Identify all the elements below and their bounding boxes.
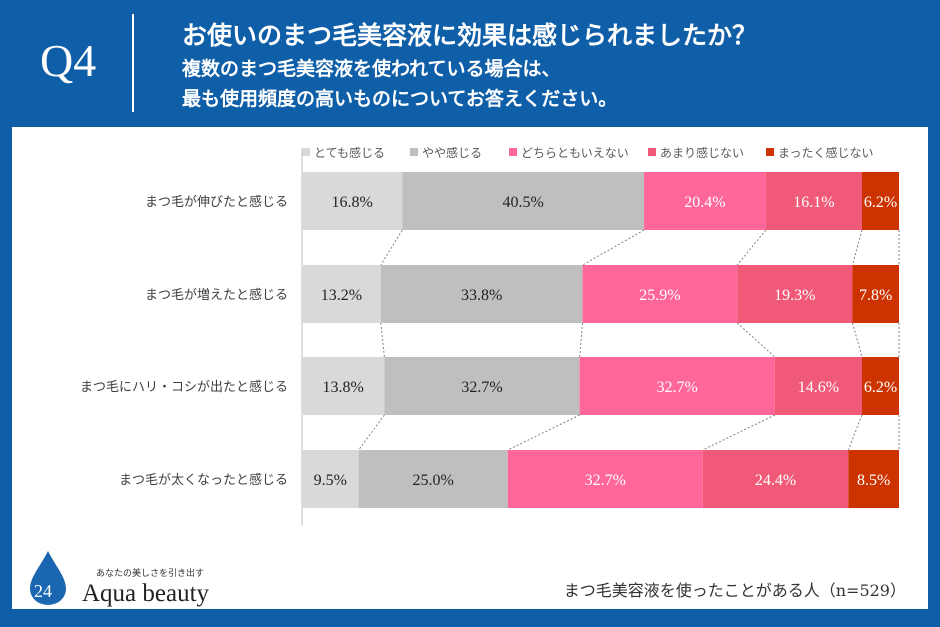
bar-segment [861, 172, 899, 230]
bar-segment [737, 265, 853, 323]
data-label: 16.8% [331, 194, 372, 211]
category-label: まつ毛が太くなったと感じる [119, 472, 288, 488]
series-connector [851, 322, 863, 358]
series-connector [851, 229, 863, 266]
bar-segment [302, 357, 385, 415]
data-label: 32.7% [461, 379, 502, 396]
series-connector [507, 414, 580, 451]
question-number: Q4 [40, 35, 97, 86]
data-label: 19.3% [774, 287, 815, 304]
data-label: 16.1% [793, 194, 834, 211]
series-connector [847, 414, 863, 451]
series-connector [736, 322, 776, 358]
bar-segment [302, 265, 381, 323]
bar-segment [582, 265, 738, 323]
logo-text: Aqua beauty [82, 580, 210, 607]
bar-segment [384, 357, 580, 415]
bar-segment [852, 265, 899, 323]
svg-text:24: 24 [34, 581, 52, 601]
bar-segment [302, 172, 403, 230]
water-drop-icon: 24 [30, 551, 66, 605]
bar-segment [702, 450, 849, 508]
series-connector [702, 414, 776, 451]
bar-segment [579, 357, 775, 415]
category-label: まつ毛が増えたと感じる [145, 287, 288, 303]
data-label: 8.5% [857, 472, 890, 489]
legend-label: まったく感じない [778, 145, 874, 160]
legend-swatch [302, 148, 310, 156]
stacked-bar-chart: とても感じる やや感じる どちらともいえない あまり感じない まったく感じないまつ毛が伸… [80, 145, 900, 525]
legend-label: やや感じる [422, 145, 482, 160]
legend-label: とても感じる [314, 145, 385, 160]
bar-segment [507, 450, 703, 508]
data-label: 7.8% [859, 287, 892, 304]
data-label: 33.8% [461, 287, 502, 304]
logo: 24 あなたの美しさを引き出す Aqua beauty [26, 547, 226, 607]
bar-segment [765, 172, 862, 230]
bar-segment [358, 450, 508, 508]
data-label: 13.8% [323, 379, 364, 396]
question-subtitle-2: 最も使用頻度の高いものについてお答えください。 [182, 88, 618, 110]
legend-swatch [648, 148, 656, 156]
bar-segment [774, 357, 862, 415]
bar-segment [861, 357, 899, 415]
question-title: お使いのまつ毛美容液に効果は感じられましたか？ [182, 21, 758, 50]
data-label: 24.4% [755, 472, 796, 489]
legend-swatch [410, 148, 418, 156]
logo-tagline: あなたの美しさを引き出す [96, 569, 205, 579]
data-label: 6.2% [864, 379, 897, 396]
divider [132, 14, 134, 112]
data-label: 20.4% [684, 194, 725, 211]
category-label: まつ毛が伸びたと感じる [145, 194, 288, 210]
chart-panel: とても感じる やや感じる どちらともいえない あまり感じない まったく感じないまつ毛が伸… [12, 127, 928, 609]
data-label: 32.7% [657, 379, 698, 396]
legend-label: あまり感じない [660, 145, 744, 160]
series-connector [358, 414, 385, 451]
series-connector [380, 322, 385, 358]
data-label: 14.6% [798, 379, 839, 396]
bar-segment [402, 172, 645, 230]
series-connector [582, 229, 645, 266]
bar-segment [302, 450, 359, 508]
data-label: 6.2% [864, 194, 897, 211]
bar-segment [848, 450, 899, 508]
series-connector [736, 229, 767, 266]
data-label: 13.2% [321, 287, 362, 304]
bar-segment [380, 265, 583, 323]
data-label: 25.0% [413, 472, 454, 489]
data-label: 25.9% [639, 287, 680, 304]
legend-swatch [509, 148, 517, 156]
legend-label: どちらともいえない [521, 146, 629, 160]
question-subtitle-1: 複数のまつ毛美容液を使われている場合は、 [182, 58, 561, 80]
category-label: まつ毛にハリ・コシが出たと感じる [80, 379, 288, 395]
data-label: 9.5% [314, 472, 347, 489]
sample-note: まつ毛美容液を使ったことがある人（n=529） [563, 581, 906, 600]
series-connector [380, 229, 403, 266]
legend-swatch [766, 148, 774, 156]
bar-segment [644, 172, 766, 230]
series-connector [579, 322, 584, 358]
data-label: 32.7% [585, 472, 626, 489]
data-label: 40.5% [503, 194, 544, 211]
